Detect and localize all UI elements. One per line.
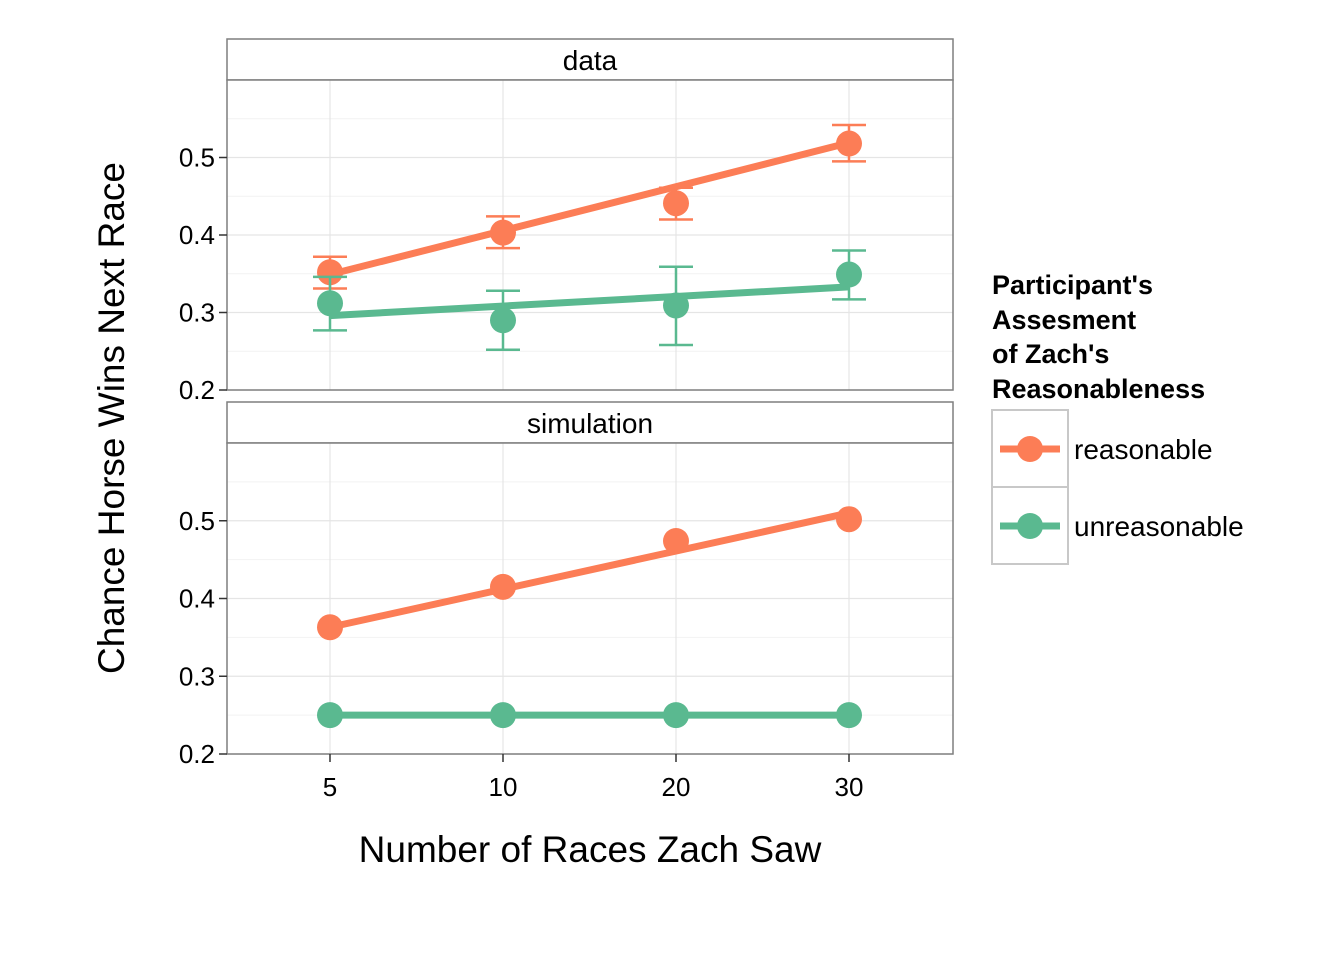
y-tick-label: 0.2 (179, 739, 215, 769)
y-tick-label: 0.4 (179, 220, 215, 250)
y-tick-label: 0.5 (179, 506, 215, 536)
y-tick-label: 0.3 (179, 661, 215, 691)
panel-simulation: simulation 0.2 0.3 0.4 0.5 (179, 401, 954, 769)
legend-key-point-unreasonable (1017, 513, 1043, 539)
x-tick-label: 20 (662, 772, 691, 802)
y-tick-label: 0.2 (179, 375, 215, 405)
data-point-unreasonable (663, 702, 689, 729)
panels: data 0.2 0.3 0.4 0.5 simulation 0.2 0.3 0.4 0.5 (179, 38, 954, 769)
data-point-reasonable (317, 259, 343, 286)
legend-label-reasonable: reasonable (1074, 434, 1213, 465)
x-tick-label: 10 (489, 772, 518, 802)
y-tick-label: 0.3 (179, 298, 215, 328)
data-point-unreasonable (490, 307, 516, 334)
fit-line-reasonable (329, 509, 850, 631)
y-tick-label: 0.4 (179, 584, 215, 614)
x-tick-label: 5 (323, 772, 337, 802)
legend-title-line-3: of Zach's (992, 339, 1109, 369)
strip-simulation (226, 401, 954, 444)
legend: Participant's Assesment of Zach's Reason… (991, 270, 1244, 565)
data-point-reasonable (663, 527, 689, 554)
data-point-reasonable (490, 573, 516, 600)
x-axis-ticks: 5 10 20 30 (323, 754, 864, 802)
x-tick-label: 30 (835, 772, 864, 802)
data-point-reasonable (663, 190, 689, 217)
data-point-reasonable (836, 130, 862, 157)
panel-data: data 0.2 0.3 0.4 0.5 (179, 38, 954, 405)
strip-label-data: data (563, 45, 618, 76)
fit-line-reasonable (329, 139, 850, 278)
strip-label-simulation: simulation (527, 408, 653, 439)
data-point-unreasonable (490, 702, 516, 729)
data-point-reasonable (836, 506, 862, 533)
legend-key-point-reasonable (1017, 436, 1043, 462)
data-point-unreasonable (317, 702, 343, 729)
y-axis-title: Chance Horse Wins Next Race (91, 162, 132, 674)
data-point-unreasonable (663, 292, 689, 319)
data-point-unreasonable (317, 290, 343, 317)
legend-label-unreasonable: unreasonable (1074, 511, 1244, 542)
legend-title-line-2: Assesment (992, 305, 1136, 335)
data-point-unreasonable (836, 261, 862, 288)
fit-line-unreasonable (329, 283, 850, 320)
data-point-reasonable (317, 614, 343, 641)
legend-title-line-4: Reasonableness (992, 374, 1205, 404)
y-tick-label: 0.5 (179, 143, 215, 173)
data-point-unreasonable (836, 702, 862, 729)
data-point-reasonable (490, 219, 516, 246)
legend-title-line-1: Participant's (992, 270, 1153, 300)
x-axis-title: Number of Races Zach Saw (359, 829, 822, 870)
strip-data (226, 38, 954, 81)
